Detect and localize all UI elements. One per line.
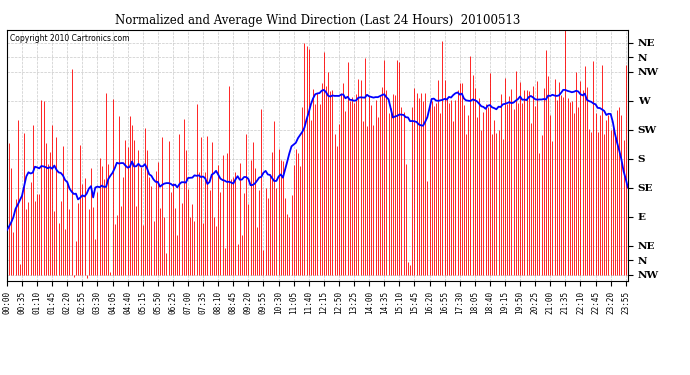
Text: Copyright 2010 Cartronics.com: Copyright 2010 Cartronics.com xyxy=(10,34,130,43)
Title: Normalized and Average Wind Direction (Last 24 Hours)  20100513: Normalized and Average Wind Direction (L… xyxy=(115,15,520,27)
